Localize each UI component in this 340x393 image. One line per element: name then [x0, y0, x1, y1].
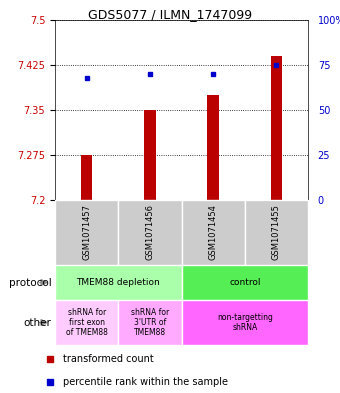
Bar: [55, 265, 182, 300]
Text: GSM1071456: GSM1071456: [146, 204, 154, 261]
Bar: [81, 155, 92, 200]
Text: non-targetting
shRNA: non-targetting shRNA: [217, 313, 273, 332]
Text: control: control: [229, 278, 260, 287]
Bar: [245, 200, 308, 265]
Text: GDS5077 / ILMN_1747099: GDS5077 / ILMN_1747099: [88, 8, 252, 21]
Bar: [144, 110, 156, 200]
Text: shRNA for
3'UTR of
TMEM88: shRNA for 3'UTR of TMEM88: [131, 308, 169, 338]
Bar: [55, 300, 118, 345]
Bar: [182, 200, 245, 265]
Bar: [271, 56, 282, 200]
Text: shRNA for
first exon
of TMEM88: shRNA for first exon of TMEM88: [66, 308, 107, 338]
Bar: [55, 200, 118, 265]
Text: transformed count: transformed count: [63, 354, 154, 364]
Bar: [207, 95, 219, 200]
Text: GSM1071457: GSM1071457: [82, 204, 91, 261]
Text: GSM1071455: GSM1071455: [272, 205, 281, 261]
Text: TMEM88 depletion: TMEM88 depletion: [76, 278, 160, 287]
Bar: [182, 265, 308, 300]
Text: GSM1071454: GSM1071454: [209, 205, 218, 261]
Text: percentile rank within the sample: percentile rank within the sample: [63, 377, 228, 387]
Text: protocol: protocol: [9, 277, 52, 288]
Text: other: other: [24, 318, 52, 327]
Bar: [182, 300, 308, 345]
Bar: [118, 300, 182, 345]
Bar: [118, 200, 182, 265]
